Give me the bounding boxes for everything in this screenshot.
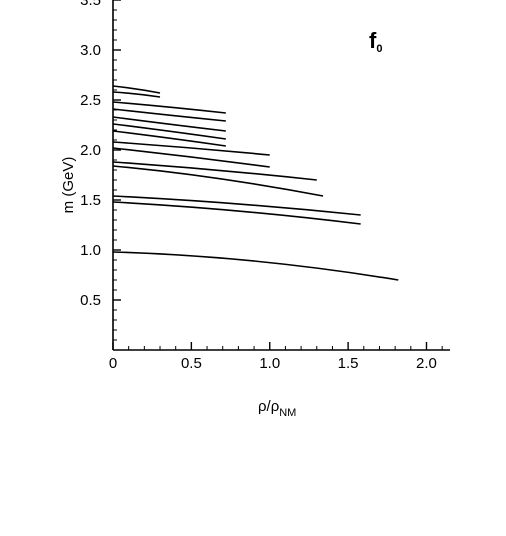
y-axis-label: m (GeV) (60, 157, 77, 214)
x-tick-label: 2.0 (416, 355, 437, 372)
series-line-12 (112, 195, 361, 216)
y-tick-label: 3.5 (80, 0, 101, 9)
plot-frame (112, 0, 450, 351)
y-tick-label: 2.0 (80, 142, 101, 159)
y-tick-label: 0.5 (80, 292, 101, 309)
series-line-1 (112, 85, 161, 94)
series-line-13 (112, 201, 361, 225)
series-line-11 (112, 165, 324, 197)
series-lines (112, 85, 399, 281)
series-line-7 (112, 130, 226, 147)
series-line-9 (112, 147, 270, 168)
x-tick-label: 0 (109, 355, 117, 372)
series-line-2 (112, 91, 161, 98)
y-tick-label: 1.0 (80, 242, 101, 259)
x-tick-label: 1.5 (338, 355, 359, 372)
series-line-6 (112, 123, 226, 140)
series-line-14 (112, 251, 399, 281)
axis-ticks (112, 0, 443, 350)
x-axis-label: ρ/ρNM (258, 398, 296, 419)
series-line-5 (112, 116, 226, 132)
y-tick-label: 2.5 (80, 92, 101, 109)
panel-label: f0 (369, 28, 382, 55)
tick-labels: 0 0.5 1.0 1.5 2.0 0.5 1.0 1.5 2.0 2.5 3.0 3.5 (80, 0, 437, 372)
series-line-3 (112, 101, 226, 114)
series-line-8 (112, 141, 270, 156)
y-tick-label: 3.0 (80, 42, 101, 59)
x-tick-label: 1.0 (259, 355, 280, 372)
series-line-10 (112, 161, 317, 181)
y-tick-label: 1.5 (80, 192, 101, 209)
x-tick-label: 0.5 (181, 355, 202, 372)
series-line-4 (112, 108, 226, 122)
